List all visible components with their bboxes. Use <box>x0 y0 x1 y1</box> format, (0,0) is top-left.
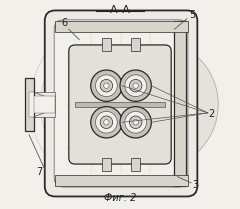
Circle shape <box>129 79 142 92</box>
Bar <box>102 38 111 51</box>
Circle shape <box>104 120 109 125</box>
FancyBboxPatch shape <box>45 10 197 196</box>
Circle shape <box>104 83 109 88</box>
Circle shape <box>125 75 147 97</box>
Circle shape <box>120 107 151 138</box>
Bar <box>33 96 55 113</box>
Text: 5: 5 <box>189 10 195 20</box>
Circle shape <box>133 120 138 125</box>
Circle shape <box>100 79 113 92</box>
Circle shape <box>129 116 142 129</box>
Circle shape <box>91 107 122 138</box>
Bar <box>33 92 55 117</box>
Bar <box>75 102 165 107</box>
Bar <box>25 78 34 131</box>
Text: Фиг. 2: Фиг. 2 <box>104 193 136 203</box>
Bar <box>55 175 188 186</box>
Text: А–А: А–А <box>110 5 130 15</box>
Bar <box>174 21 186 186</box>
Text: 7: 7 <box>36 167 43 177</box>
Text: 2: 2 <box>208 109 214 119</box>
Circle shape <box>125 111 147 133</box>
Bar <box>131 158 140 171</box>
Circle shape <box>133 83 138 88</box>
Bar <box>55 21 188 32</box>
Circle shape <box>100 116 113 129</box>
Text: 3: 3 <box>192 180 198 190</box>
Bar <box>29 92 34 117</box>
Circle shape <box>96 75 117 97</box>
Bar <box>102 158 111 171</box>
Circle shape <box>120 70 151 101</box>
FancyBboxPatch shape <box>69 45 171 164</box>
Polygon shape <box>153 40 218 169</box>
FancyBboxPatch shape <box>54 20 188 187</box>
Circle shape <box>91 70 122 101</box>
Bar <box>131 38 140 51</box>
Text: 6: 6 <box>61 18 68 28</box>
Circle shape <box>96 111 117 133</box>
